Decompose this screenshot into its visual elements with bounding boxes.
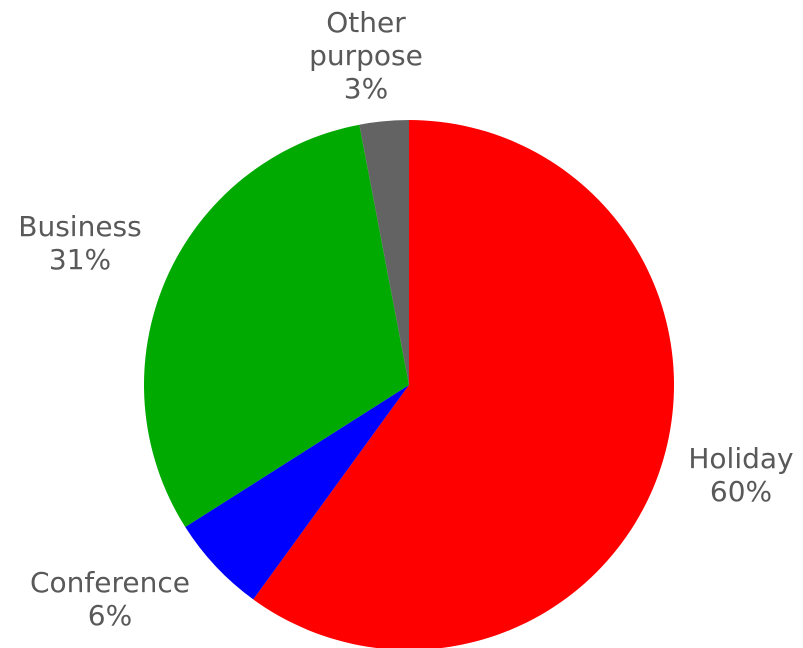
data-label-other-purpose: Other purpose 3% xyxy=(309,6,423,105)
data-label-other-purpose-line-3: 3% xyxy=(344,72,388,105)
data-label-other-purpose-line-1: Other xyxy=(326,6,406,39)
data-label-holiday-line-2: 60% xyxy=(710,475,772,508)
data-label-other-purpose-line-2: purpose xyxy=(309,39,423,72)
data-label-holiday-line-1: Holiday xyxy=(688,442,793,475)
data-label-conference-line-1: Conference xyxy=(30,566,190,599)
data-label-business-line-1: Business xyxy=(18,210,141,243)
pie-slice-business xyxy=(143,124,409,527)
pie-slices xyxy=(143,119,674,648)
pie-labels: Holiday 60% Conference 6% Business 31% Other pu… xyxy=(18,6,793,632)
data-label-holiday: Holiday 60% xyxy=(688,442,793,508)
pie-slice-conference xyxy=(185,385,409,600)
pie-slice-holiday xyxy=(253,120,674,648)
pie-slice-other-purpose xyxy=(359,119,409,385)
data-label-conference: Conference 6% xyxy=(30,566,190,632)
data-label-business-line-2: 31% xyxy=(49,243,111,276)
data-label-conference-line-2: 6% xyxy=(88,599,132,632)
data-label-business: Business 31% xyxy=(18,210,141,276)
